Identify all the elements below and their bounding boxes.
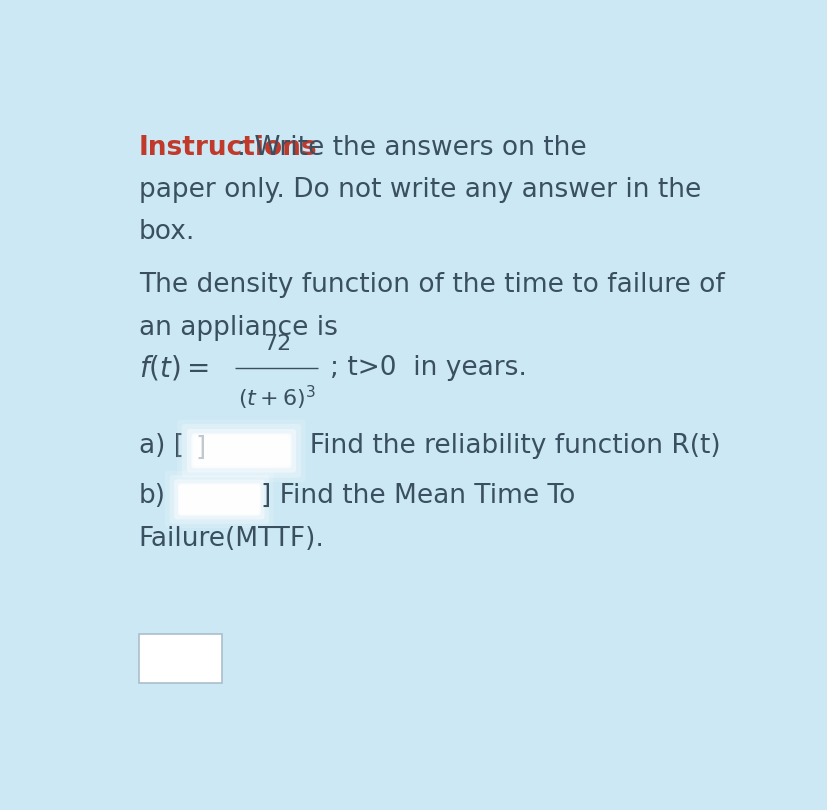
Text: b): b) [139, 484, 165, 509]
Text: paper only. Do not write any answer in the: paper only. Do not write any answer in t… [139, 177, 700, 203]
Text: Failure(MTTF).: Failure(MTTF). [139, 526, 324, 552]
Text: box.: box. [139, 220, 195, 245]
Text: $(t + 6)^3$: $(t + 6)^3$ [237, 383, 316, 411]
FancyBboxPatch shape [139, 633, 222, 684]
FancyBboxPatch shape [187, 429, 296, 473]
FancyBboxPatch shape [177, 420, 305, 482]
Text: ; t>0  in years.: ; t>0 in years. [330, 355, 526, 381]
Text: ]: ] [195, 435, 205, 461]
Text: 72: 72 [262, 335, 290, 354]
FancyBboxPatch shape [191, 433, 291, 468]
Text: $f(t) =$: $f(t) =$ [139, 353, 208, 382]
Text: an appliance is: an appliance is [139, 315, 337, 341]
Text: : Write the answers on the: : Write the answers on the [237, 134, 586, 160]
FancyBboxPatch shape [179, 484, 259, 514]
FancyBboxPatch shape [193, 435, 289, 467]
Text: Find the reliability function R(t): Find the reliability function R(t) [293, 433, 719, 459]
FancyBboxPatch shape [178, 484, 261, 516]
FancyBboxPatch shape [170, 475, 269, 524]
Text: The density function of the time to failure of: The density function of the time to fail… [139, 272, 724, 298]
FancyBboxPatch shape [182, 424, 301, 478]
FancyBboxPatch shape [165, 471, 273, 528]
Text: a) [: a) [ [139, 433, 184, 459]
Text: Instructions: Instructions [139, 134, 317, 160]
FancyBboxPatch shape [174, 480, 265, 519]
Text: ] Find the Mean Time To: ] Find the Mean Time To [261, 484, 575, 509]
